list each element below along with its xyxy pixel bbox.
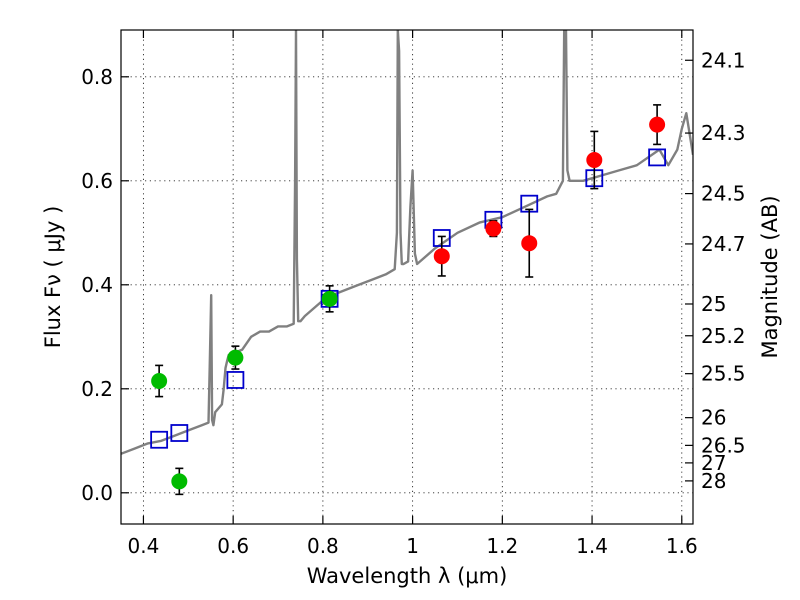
x-axis-label: Wavelength λ (μm) — [307, 564, 508, 588]
mag-tick-label: 24.1 — [701, 48, 746, 72]
model-square-point — [170, 424, 189, 442]
observed-data-point — [433, 248, 450, 265]
mag-tick-label: 24.5 — [701, 182, 746, 206]
observed-data-point — [321, 290, 338, 307]
mag-tick-label: 24.3 — [701, 121, 746, 145]
observed-data-point — [521, 235, 538, 252]
mag-tick-label: 27 — [701, 451, 726, 475]
x-tick-label: 0.6 — [217, 534, 249, 558]
x-tick-label: 0.8 — [307, 534, 339, 558]
mag-tick-label: 25.5 — [701, 362, 746, 386]
x-tick-label: 0.4 — [128, 534, 160, 558]
model-square-point — [150, 430, 169, 449]
plot-area — [121, 30, 693, 496]
y-axis-label: Flux Fν ( μJy ) — [41, 206, 65, 349]
mag-tick-label: 24.7 — [701, 232, 746, 256]
observed-data-point — [171, 473, 188, 490]
mag-tick-label: 26.5 — [701, 433, 746, 457]
mag-tick-label: 25.2 — [701, 324, 746, 348]
observed-data-point — [485, 220, 502, 237]
y-tick-label: 0.4 — [81, 273, 113, 297]
plot-frame — [120, 29, 694, 525]
x-tick-label: 1.6 — [666, 534, 698, 558]
spectrum-line — [121, 30, 693, 455]
observed-data-point — [227, 349, 244, 366]
x-tick-label: 1 — [406, 534, 419, 558]
mag-tick-label: 25 — [701, 292, 726, 316]
y-tick-label: 0.2 — [81, 377, 113, 401]
y-tick-label: 0.6 — [81, 169, 113, 193]
axes: 0.4 0.6 0.8 1 1.2 1.4 1.6 0.0 0.2 0.4 0.6 0.8 24.1 24… — [81, 30, 746, 558]
mag-tick-label: 26 — [701, 406, 726, 430]
grid — [121, 30, 693, 524]
observed-data-point — [586, 152, 603, 168]
model-square-point — [648, 148, 667, 167]
observed-data-point — [649, 116, 666, 133]
y-axis-label-right: Magnitude (AB) — [758, 195, 782, 358]
model-square-point — [226, 371, 245, 389]
x-tick-label: 1.2 — [486, 534, 518, 558]
observed-data-point — [151, 373, 168, 389]
mag-tick-label: 28 — [701, 469, 726, 493]
y-tick-label: 0.8 — [81, 65, 113, 89]
y-tick-label: 0.0 — [81, 481, 113, 505]
x-tick-label: 1.4 — [576, 534, 608, 558]
